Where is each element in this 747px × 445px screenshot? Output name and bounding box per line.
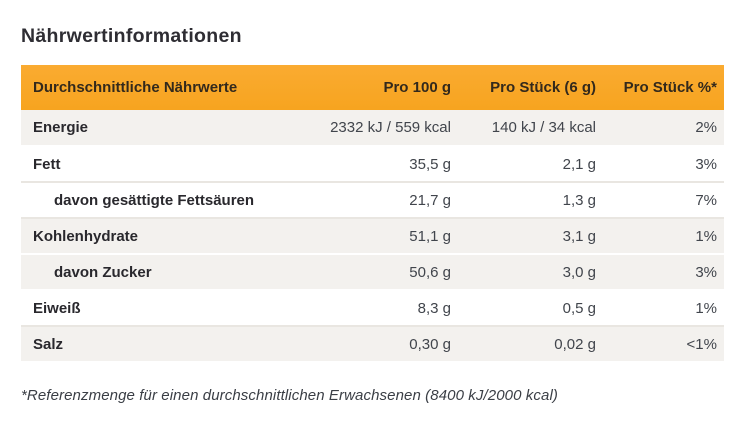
per-100g-value: 35,5 g — [321, 146, 451, 183]
page-title: Nährwertinformationen — [21, 25, 242, 47]
percent-value: 1% — [596, 290, 724, 327]
per-100g-value: 0,30 g — [321, 326, 451, 363]
col-header-per-piece-percent: Pro Stück %* — [596, 65, 724, 110]
per-piece-value: 3,1 g — [451, 218, 596, 255]
col-header-nutrient: Durchschnittliche Nährwerte — [21, 65, 321, 110]
nutrient-label: Salz — [21, 326, 321, 363]
per-piece-value: 0,02 g — [451, 326, 596, 363]
table-row-salz: Salz 0,30 g 0,02 g <1% — [21, 326, 724, 363]
nutrition-info-section: Nährwertinformationen Durchschnittliche … — [21, 25, 724, 404]
table-row-kohlenhydrate: Kohlenhydrate 51,1 g 3,1 g 1% — [21, 218, 724, 255]
col-header-per-100g: Pro 100 g — [321, 65, 451, 110]
nutrient-label: Eiweiß — [21, 290, 321, 327]
per-100g-value: 50,6 g — [321, 254, 451, 291]
nutrition-table: Durchschnittliche Nährwerte Pro 100 g Pr… — [21, 65, 724, 363]
table-row-gesaettigte-fettsaeuren: davon gesättigte Fettsäuren 21,7 g 1,3 g… — [21, 182, 724, 219]
percent-value: 3% — [596, 254, 724, 291]
nutrient-label: Fett — [21, 146, 321, 183]
per-100g-value: 21,7 g — [321, 182, 451, 219]
table-row-zucker: davon Zucker 50,6 g 3,0 g 3% — [21, 254, 724, 291]
table-row-eiweiss: Eiweiß 8,3 g 0,5 g 1% — [21, 290, 724, 327]
per-piece-value: 3,0 g — [451, 254, 596, 291]
nutrient-label: Energie — [21, 110, 321, 147]
table-header-row: Durchschnittliche Nährwerte Pro 100 g Pr… — [21, 65, 724, 110]
per-100g-value: 8,3 g — [321, 290, 451, 327]
percent-value: 1% — [596, 218, 724, 255]
col-header-per-piece: Pro Stück (6 g) — [451, 65, 596, 110]
nutrient-label: davon gesättigte Fettsäuren — [21, 182, 321, 219]
percent-value: 3% — [596, 146, 724, 183]
per-piece-value: 1,3 g — [451, 182, 596, 219]
nutrient-label: Kohlenhydrate — [21, 218, 321, 255]
percent-value: <1% — [596, 326, 724, 363]
percent-value: 2% — [596, 110, 724, 147]
per-100g-value: 2332 kJ / 559 kcal — [321, 110, 451, 147]
per-piece-value: 140 kJ / 34 kcal — [451, 110, 596, 147]
nutrient-label: davon Zucker — [21, 254, 321, 291]
percent-value: 7% — [596, 182, 724, 219]
table-row-fett: Fett 35,5 g 2,1 g 3% — [21, 146, 724, 183]
per-100g-value: 51,1 g — [321, 218, 451, 255]
per-piece-value: 2,1 g — [451, 146, 596, 183]
per-piece-value: 0,5 g — [451, 290, 596, 327]
reference-footnote: *Referenzmenge für einen durchschnittlic… — [21, 387, 558, 404]
table-row-energie: Energie 2332 kJ / 559 kcal 140 kJ / 34 k… — [21, 110, 724, 147]
